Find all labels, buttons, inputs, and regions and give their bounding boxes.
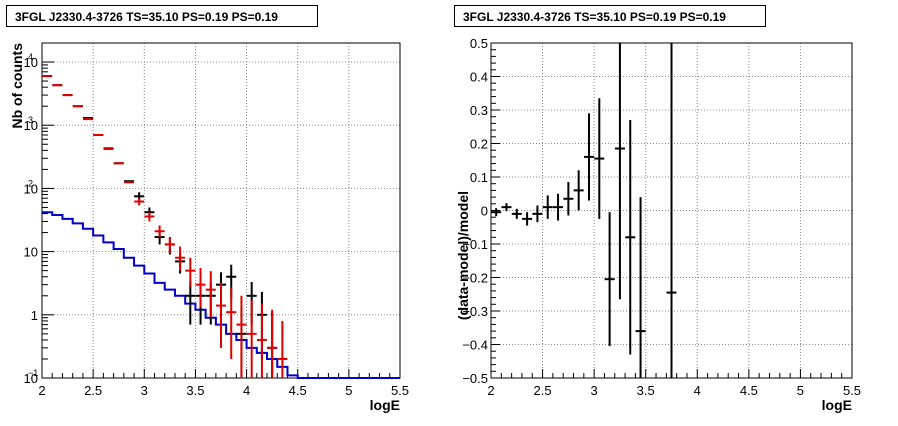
- y-tick-label: 10: [24, 118, 38, 133]
- y-tick-label: 10: [24, 245, 38, 260]
- y-tick-label: 0.4: [470, 70, 488, 85]
- x-tick-label: 5: [345, 383, 352, 398]
- y-tick-exponent: 4: [28, 52, 33, 62]
- y-axis-title: Nb of counts: [9, 43, 25, 129]
- residual-panel: 2 2.5 3 3.5 4 4.5 5 5.5 −0.5 −0.4 −0.3 −0.2 −0.1 0 0.1…: [455, 36, 861, 413]
- x-tick-label: 3.5: [637, 383, 655, 398]
- x-axis-title: logE: [370, 397, 400, 413]
- y-axis-title: (data-model)/model: [455, 191, 471, 320]
- x-tick-label: 2: [38, 383, 45, 398]
- y-tick-exponent: −1: [28, 368, 38, 378]
- x-axis-title: logE: [822, 397, 852, 413]
- y-tick-label: −0.2: [462, 271, 488, 286]
- y-tick-exponent: 3: [28, 115, 33, 125]
- x-tick-label: 4.5: [289, 383, 307, 398]
- y-tick-label: 0.2: [470, 137, 488, 152]
- x-tick-label: 4: [694, 383, 701, 398]
- y-tick-label: 0.5: [470, 36, 488, 51]
- x-tick-label: 5: [797, 383, 804, 398]
- y-tick-label: −0.5: [462, 371, 488, 386]
- x-tick-label: 5.5: [391, 383, 409, 398]
- y-tick-label: 0.1: [470, 170, 488, 185]
- y-tick-label: 10: [24, 181, 38, 196]
- x-tick-label: 5.5: [843, 383, 861, 398]
- x-tick-label: 4.5: [740, 383, 758, 398]
- left-chart-title: 3FGL J2330.4-3726 TS=35.10 PS=0.19 PS=0.…: [6, 5, 318, 27]
- x-tick-label: 2.5: [534, 383, 552, 398]
- y-tick-label: 10: [24, 371, 38, 386]
- x-tick-label: 4: [243, 383, 250, 398]
- plot-frame: [41, 42, 401, 379]
- x-tick-label: 3: [591, 383, 598, 398]
- y-tick-label: 10: [24, 55, 38, 70]
- y-tick-label: 0: [481, 204, 488, 219]
- x-tick-label: 2: [487, 383, 494, 398]
- y-tick-exponent: 2: [28, 178, 33, 188]
- y-tick-label: −0.1: [462, 237, 488, 252]
- y-tick-label: −0.3: [462, 304, 488, 319]
- y-tick-label: 0.3: [470, 103, 488, 118]
- x-tick-label: 3: [141, 383, 148, 398]
- y-tick-label: −0.4: [462, 338, 488, 353]
- x-tick-label: 2.5: [84, 383, 102, 398]
- right-chart-title: 3FGL J2330.4-3726 TS=35.10 PS=0.19 PS=0.…: [454, 5, 766, 27]
- x-tick-label: 3.5: [186, 383, 204, 398]
- y-tick-label: 1: [31, 308, 38, 323]
